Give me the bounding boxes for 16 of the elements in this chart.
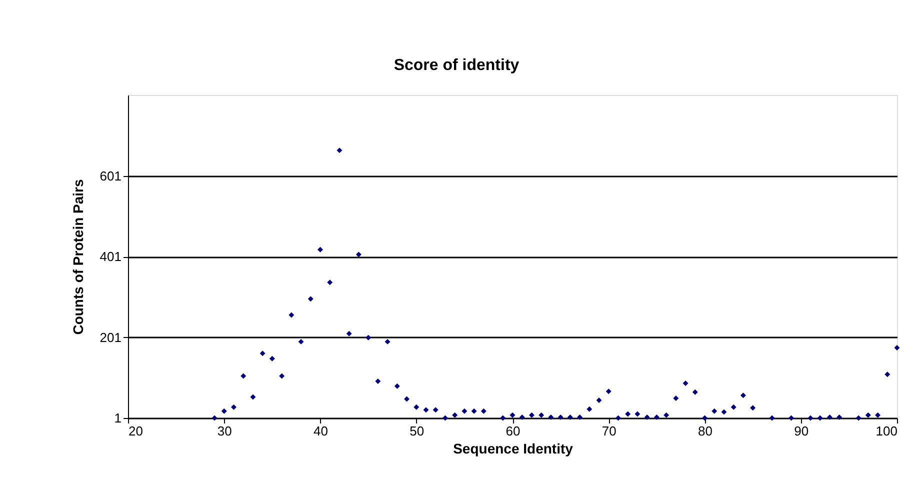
x-tick-label: 90 <box>794 424 809 438</box>
x-tick-label: 100 <box>876 424 898 438</box>
y-tick-label: 601 <box>100 168 122 184</box>
y-tick-label: 201 <box>100 330 122 345</box>
x-tick-label: 40 <box>314 424 328 438</box>
x-tick-label: 60 <box>506 424 520 438</box>
x-tick-label: 30 <box>217 424 232 438</box>
y-tick-label: 1 <box>114 410 122 426</box>
x-tick-label: 20 <box>128 424 143 438</box>
chart-title: Score of identity <box>394 57 520 74</box>
x-tick-label: 80 <box>698 424 712 438</box>
x-tick-label: 50 <box>410 424 424 438</box>
x-axis-title: Sequence Identity <box>453 440 574 456</box>
y-tick-label: 401 <box>100 249 122 264</box>
y-axis-title: Counts of Protein Pairs <box>70 179 86 335</box>
x-tick-label: 70 <box>602 424 616 438</box>
